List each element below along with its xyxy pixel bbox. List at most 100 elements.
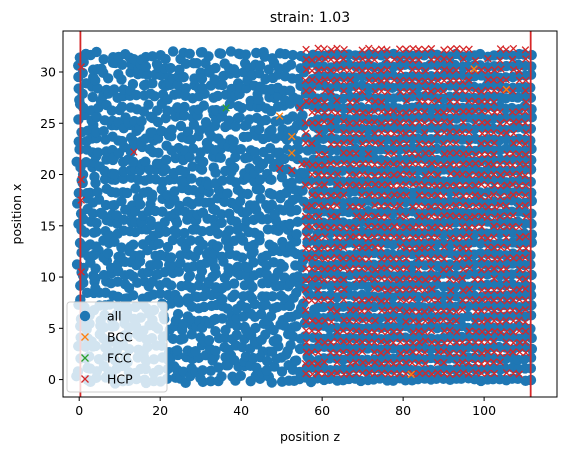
data-point-all [162, 105, 173, 116]
data-point-hcp [408, 203, 417, 211]
data-point-all [224, 225, 235, 236]
data-point-hcp [427, 117, 436, 126]
data-point-hcp [421, 337, 430, 345]
data-point-hcp [427, 255, 435, 264]
data-point-hcp [428, 149, 436, 158]
data-point-all [171, 217, 183, 229]
data-point-hcp [352, 212, 361, 220]
data-point-hcp [465, 295, 474, 304]
data-point-hcp [490, 213, 499, 222]
data-point-hcp [465, 232, 473, 241]
data-point-hcp [502, 275, 511, 284]
data-point-hcp [358, 170, 367, 179]
data-point-hcp [427, 56, 436, 64]
data-point-hcp [321, 265, 329, 273]
data-point-hcp [490, 317, 498, 325]
data-point-hcp [465, 285, 474, 293]
data-point-all [92, 186, 103, 198]
data-point-hcp [477, 338, 486, 346]
data-point-hcp [489, 190, 498, 199]
data-point-hcp [414, 222, 423, 231]
data-point-bcc [407, 370, 415, 379]
data-point-hcp [364, 66, 372, 75]
data-point-hcp [358, 213, 367, 222]
data-point-hcp [446, 211, 454, 220]
data-point-hcp [496, 358, 504, 366]
data-point-hcp [308, 213, 316, 221]
data-point-hcp [521, 171, 529, 180]
data-point-hcp [390, 171, 398, 179]
data-point-hcp [389, 285, 398, 294]
data-point-hcp [370, 369, 379, 378]
data-point-hcp [420, 295, 429, 304]
data-point-hcp [515, 139, 524, 147]
legend-label-all: all [107, 309, 122, 324]
data-point-hcp [308, 191, 317, 199]
data-point-hcp [377, 161, 386, 169]
data-point-hcp [314, 119, 323, 127]
data-point-all [179, 227, 190, 239]
data-point-hcp [496, 222, 505, 231]
data-point-hcp [521, 338, 530, 347]
data-point-hcp [459, 160, 467, 168]
data-point-all [116, 101, 128, 113]
data-point-hcp [509, 348, 517, 356]
data-point-hcp [459, 45, 468, 54]
data-point-hcp [509, 328, 518, 336]
data-point-hcp [288, 166, 296, 175]
data-point-all [215, 48, 227, 59]
data-point-hcp [358, 328, 366, 336]
data-point-hcp [503, 160, 511, 168]
data-point-hcp [427, 305, 436, 314]
data-point-hcp [489, 160, 498, 169]
data-point-hcp [333, 191, 341, 200]
data-point-hcp [340, 275, 348, 284]
data-point-hcp [409, 223, 417, 232]
data-point-all [90, 75, 101, 86]
data-point-hcp [509, 369, 518, 378]
data-point-all [284, 85, 296, 96]
data-point-hcp [402, 223, 411, 231]
data-point-all [237, 341, 248, 353]
data-point-hcp [458, 296, 467, 305]
data-point-hcp [445, 56, 454, 64]
data-point-hcp [477, 369, 486, 378]
data-point-hcp [427, 77, 436, 86]
data-point-all [160, 53, 171, 65]
plot-frame [62, 30, 558, 398]
x-tick-label: 80 [395, 403, 411, 418]
data-point-all [261, 355, 273, 367]
data-point-all [299, 331, 311, 342]
data-point-all [526, 112, 537, 123]
data-point-hcp [415, 202, 423, 210]
data-point-hcp [333, 66, 341, 74]
data-point-hcp [377, 202, 386, 210]
data-point-hcp [515, 182, 524, 190]
legend-label-hcp: HCP [107, 372, 133, 387]
data-point-all [171, 227, 182, 239]
data-point-all [287, 111, 298, 122]
data-point-hcp [440, 211, 448, 220]
data-point-hcp [351, 358, 360, 367]
data-point-hcp [408, 119, 417, 127]
data-point-all [185, 235, 197, 246]
data-point-hcp [377, 274, 386, 283]
data-point-hcp [508, 180, 517, 189]
data-point-hcp [395, 358, 404, 367]
data-point-hcp [465, 86, 473, 95]
data-point-hcp [508, 55, 517, 64]
data-point-hcp [396, 159, 404, 168]
data-point-hcp [420, 128, 429, 137]
data-point-hcp [371, 180, 380, 189]
data-point-hcp [484, 254, 492, 262]
data-point-hcp [427, 233, 436, 242]
data-point-hcp [298, 160, 306, 169]
data-point-hcp [377, 337, 386, 346]
data-point-all [97, 209, 108, 220]
data-point-hcp [440, 255, 448, 263]
data-point-all [197, 207, 209, 218]
data-point-hcp [320, 108, 329, 117]
data-point-hcp [484, 107, 492, 115]
data-point-all [222, 303, 233, 314]
data-point-hcp [409, 233, 417, 242]
